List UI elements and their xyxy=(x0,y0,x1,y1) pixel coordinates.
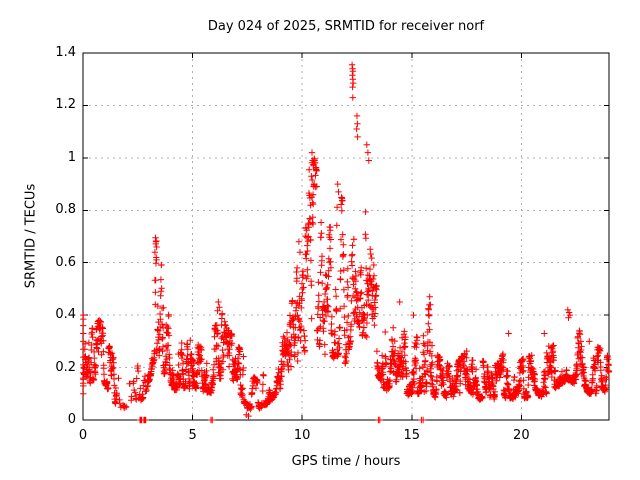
x-tick-label: 5 xyxy=(188,428,197,443)
y-tick-label: 1 xyxy=(67,149,76,165)
y-tick-label: 1.4 xyxy=(55,45,76,60)
x-tick-label: 10 xyxy=(293,428,311,443)
x-tick-label: 20 xyxy=(513,428,530,443)
y-tick-label: 0.2 xyxy=(55,359,76,375)
y-tick-label: 0.4 xyxy=(55,307,76,323)
y-axis-label: SRMTID / TECUs xyxy=(23,183,39,289)
x-tick-label: 0 xyxy=(78,428,88,443)
chart-title: Day 024 of 2025, SRMTID for receiver nor… xyxy=(207,19,485,34)
scatter-points xyxy=(80,61,613,424)
x-axis-label: GPS time / hours xyxy=(291,454,401,469)
y-tick-label: 0.8 xyxy=(55,202,76,218)
y-tick-label: 0 xyxy=(67,412,76,427)
y-tick-label: 1.2 xyxy=(55,97,76,113)
x-tick-label: 15 xyxy=(403,428,421,443)
plot-frame xyxy=(82,52,610,421)
y-tick-label: 0.6 xyxy=(55,254,76,270)
